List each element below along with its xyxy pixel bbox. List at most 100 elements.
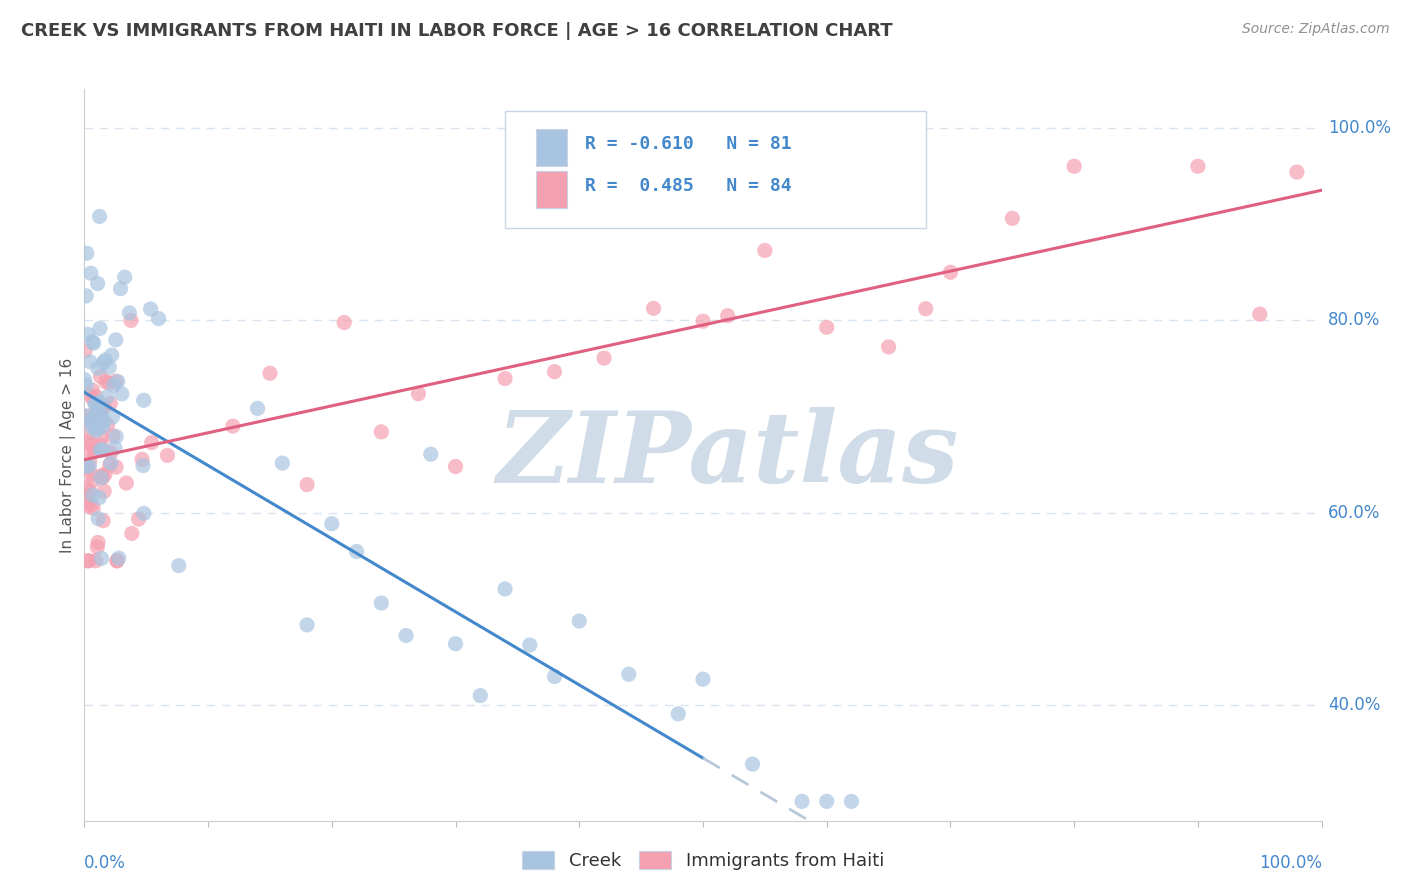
FancyBboxPatch shape — [505, 112, 925, 228]
Point — [128, 512, 150, 526]
Point — [79, 455, 101, 469]
Point — [222, 419, 245, 434]
Point — [93, 484, 115, 499]
Point — [370, 596, 392, 610]
Point — [90, 404, 112, 418]
Point — [73, 409, 96, 423]
Text: Source: ZipAtlas.com: Source: ZipAtlas.com — [1241, 22, 1389, 37]
Point — [86, 277, 108, 291]
Point — [1001, 211, 1024, 226]
Point — [87, 404, 110, 418]
Point — [98, 396, 121, 410]
Point — [295, 618, 318, 632]
Point — [77, 554, 100, 568]
Point — [82, 420, 104, 434]
Point — [87, 535, 110, 549]
Point — [75, 427, 97, 442]
Point — [93, 414, 115, 428]
Point — [101, 428, 124, 442]
Point — [246, 401, 269, 416]
Point — [73, 373, 96, 387]
Point — [82, 384, 104, 398]
Point — [84, 444, 107, 458]
Point — [82, 334, 104, 349]
Point — [494, 582, 516, 596]
Point — [82, 392, 104, 406]
Point — [75, 378, 97, 392]
Point — [105, 460, 128, 475]
Point — [643, 301, 665, 316]
Text: R = -0.610   N = 81: R = -0.610 N = 81 — [585, 135, 792, 153]
Point — [91, 514, 114, 528]
Point — [91, 412, 114, 426]
Point — [86, 540, 108, 554]
Point — [87, 404, 110, 418]
FancyBboxPatch shape — [536, 171, 567, 208]
Point — [115, 476, 138, 491]
Point — [83, 413, 105, 427]
Point — [89, 491, 111, 505]
Text: 60.0%: 60.0% — [1327, 504, 1381, 522]
Point — [100, 445, 122, 459]
Point — [103, 378, 125, 392]
Text: ZIPatlas: ZIPatlas — [496, 407, 959, 503]
Point — [877, 340, 900, 354]
Point — [77, 499, 100, 513]
Text: 80.0%: 80.0% — [1327, 311, 1381, 329]
Point — [90, 438, 112, 452]
Point — [84, 554, 107, 568]
Point — [105, 554, 128, 568]
Point — [107, 551, 129, 566]
Point — [87, 361, 110, 376]
Point — [104, 374, 127, 388]
Point — [815, 200, 838, 214]
Point — [89, 443, 111, 458]
Point — [79, 388, 101, 402]
Point — [295, 477, 318, 491]
Point — [79, 458, 101, 473]
Text: 40.0%: 40.0% — [1327, 696, 1381, 714]
Point — [84, 408, 107, 422]
Point — [84, 398, 107, 412]
Point — [90, 471, 112, 485]
Point — [754, 244, 776, 258]
Point — [104, 441, 127, 455]
Point — [914, 301, 936, 316]
Point — [101, 410, 124, 425]
Point — [395, 629, 418, 643]
Point — [82, 501, 104, 516]
Point — [444, 637, 467, 651]
Point — [118, 306, 141, 320]
Point — [1249, 307, 1271, 321]
Point — [111, 387, 134, 401]
Point — [321, 516, 343, 531]
Point — [132, 393, 155, 408]
Point — [132, 507, 155, 521]
Point — [75, 480, 97, 494]
Point — [83, 336, 105, 351]
Point — [89, 395, 111, 409]
Point — [96, 390, 118, 404]
Point — [77, 554, 100, 568]
Point — [259, 366, 281, 380]
Point — [76, 460, 98, 475]
Point — [346, 544, 368, 558]
Point — [333, 316, 356, 330]
Point — [107, 375, 129, 389]
Point — [76, 246, 98, 260]
Point — [82, 474, 104, 488]
Point — [543, 365, 565, 379]
Point — [419, 447, 441, 461]
Point — [86, 421, 108, 435]
Point — [105, 554, 128, 568]
Point — [94, 467, 117, 481]
Point — [77, 442, 100, 457]
Point — [717, 309, 740, 323]
Point — [98, 360, 121, 375]
Point — [139, 301, 162, 316]
Point — [79, 413, 101, 427]
Point — [692, 672, 714, 686]
Point — [79, 484, 101, 499]
Point — [93, 399, 115, 413]
Point — [91, 442, 114, 457]
